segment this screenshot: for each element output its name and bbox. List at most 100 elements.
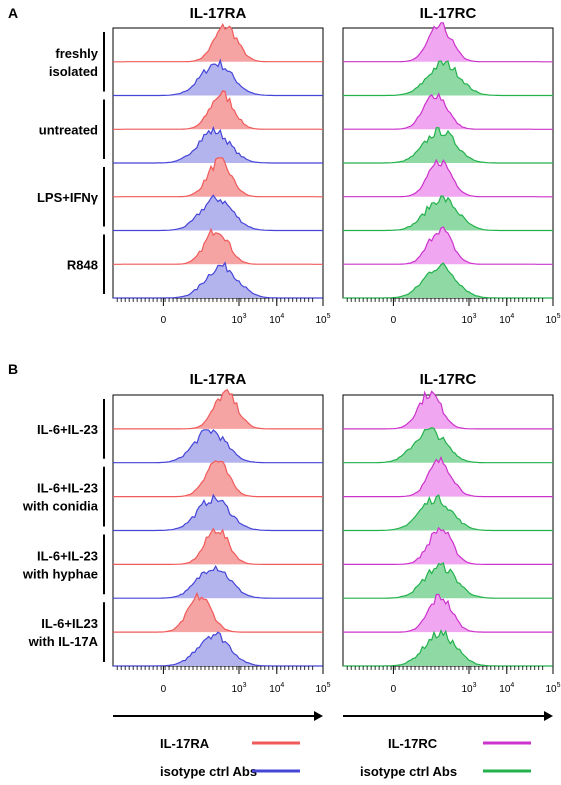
arrow-head: [544, 711, 553, 721]
histogram-line: [343, 629, 553, 667]
histogram-fill: [113, 389, 323, 429]
x-axis: 0 103 104 105: [346, 298, 561, 326]
histogram-fill: [113, 195, 323, 231]
histogram-fill: [113, 60, 323, 96]
tick-label: 105: [545, 682, 560, 695]
tick-label: 105: [315, 313, 330, 326]
histogram-fill: [343, 630, 553, 666]
group-label: IL-6+IL-23: [37, 548, 98, 563]
histogram-line: [343, 390, 553, 430]
histogram-fill: [343, 495, 553, 531]
histogram-fill: [343, 594, 553, 633]
histogram-line: [113, 460, 323, 498]
tick-label: 0: [161, 315, 167, 326]
histogram-line: [343, 22, 553, 63]
histogram-fill: [113, 90, 323, 130]
chart-title: IL-17RC: [420, 371, 477, 388]
histogram-fill: [113, 157, 323, 197]
histogram-fill: [113, 460, 323, 497]
histogram-fill: [113, 429, 323, 463]
tick-label: 104: [499, 313, 514, 326]
panel-letter: A: [8, 5, 18, 21]
legend-label: IL-17RC: [388, 736, 438, 751]
chart-a-il-17rc: IL-17RC 0 103 104 105: [342, 5, 561, 326]
group-label: IL-6+IL-23: [37, 481, 98, 496]
histogram-line: [343, 455, 553, 498]
histogram-line: [113, 591, 323, 633]
histogram-line: [343, 60, 553, 97]
histogram-fill: [113, 262, 323, 298]
group-label: IL-6+IL-23: [37, 422, 98, 437]
tick-label: 104: [269, 682, 284, 695]
histogram-line: [113, 58, 323, 97]
tick-label: 0: [161, 684, 167, 695]
tick-label: 103: [231, 313, 246, 326]
group-label: freshly: [55, 46, 98, 61]
chart-b-il-17ra: IL-17RA 0 103 104 105: [112, 371, 331, 695]
histogram-line: [113, 564, 323, 599]
histogram-fill: [343, 227, 553, 265]
tick-label: 104: [269, 313, 284, 326]
histogram-line: [343, 127, 553, 164]
histogram-fill: [343, 457, 553, 497]
tick-label: 105: [315, 682, 330, 695]
histogram-line: [113, 227, 323, 265]
histogram-fill: [343, 196, 553, 231]
histogram-fill: [343, 263, 553, 298]
histogram-line: [113, 22, 323, 63]
histogram-line: [343, 593, 553, 633]
group-label: untreated: [39, 122, 98, 137]
tick-label: 103: [461, 682, 476, 695]
group-label: IL-6+IL23: [41, 616, 98, 631]
tick-label: 103: [231, 682, 246, 695]
legend-label: isotype ctrl Abs: [160, 764, 257, 779]
x-axis: 0 103 104 105: [346, 666, 561, 695]
group-label: LPS+IFNγ: [37, 190, 99, 205]
panel-b: B IL-17RA 0 103 104 105 IL-17RC 0 103 104 105 IL-6+…: [8, 361, 561, 695]
histogram-fill: [343, 127, 553, 163]
panel-letter: B: [8, 361, 18, 377]
x-axis: 0 103 104 105: [116, 298, 331, 326]
group-label: isolated: [49, 64, 98, 79]
histogram-fill: [343, 160, 553, 197]
histogram-fill: [343, 391, 553, 429]
histogram-line: [343, 561, 553, 599]
tick-label: 105: [545, 313, 560, 326]
histogram-line: [343, 92, 553, 130]
histogram-line: [113, 429, 323, 464]
histogram-fill: [343, 527, 553, 565]
histogram-fill: [113, 127, 323, 163]
panel-a: A IL-17RA 0 103 104 105 IL-17RC 0 103 104 105 fresh…: [8, 5, 561, 326]
histogram-fill: [343, 22, 553, 62]
histogram-line: [342, 226, 553, 265]
chart-title: IL-17RC: [420, 5, 477, 22]
group-label: with hyphae: [22, 566, 98, 581]
tick-label: 103: [461, 313, 476, 326]
histogram-line: [113, 261, 323, 299]
histogram-line: [113, 194, 323, 232]
arrow-head: [314, 711, 323, 721]
histogram-line: [113, 388, 323, 430]
histogram-fill: [343, 562, 553, 599]
histogram-fill: [113, 593, 323, 633]
histogram-line: [113, 126, 323, 164]
x-axis: 0 103 104 105: [116, 666, 331, 695]
histogram-fill: [113, 528, 323, 565]
tick-label: 104: [499, 682, 514, 695]
tick-label: 0: [391, 315, 397, 326]
chart-title: IL-17RA: [190, 5, 247, 22]
histogram-line: [113, 631, 323, 667]
histogram-line: [113, 493, 323, 532]
histogram-line: [343, 427, 553, 464]
histogram-line: [343, 195, 553, 232]
histogram-fill: [113, 632, 323, 666]
tick-label: 0: [391, 684, 397, 695]
histogram-fill: [113, 566, 323, 599]
histogram-line: [343, 494, 553, 532]
legend-label: isotype ctrl Abs: [360, 764, 457, 779]
legend: IL-17RA IL-17RC isotype ctrl Abs isotype ct…: [160, 736, 531, 779]
legend-label: IL-17RA: [160, 736, 210, 751]
histogram-line: [113, 90, 323, 130]
histogram-line: [343, 158, 553, 198]
